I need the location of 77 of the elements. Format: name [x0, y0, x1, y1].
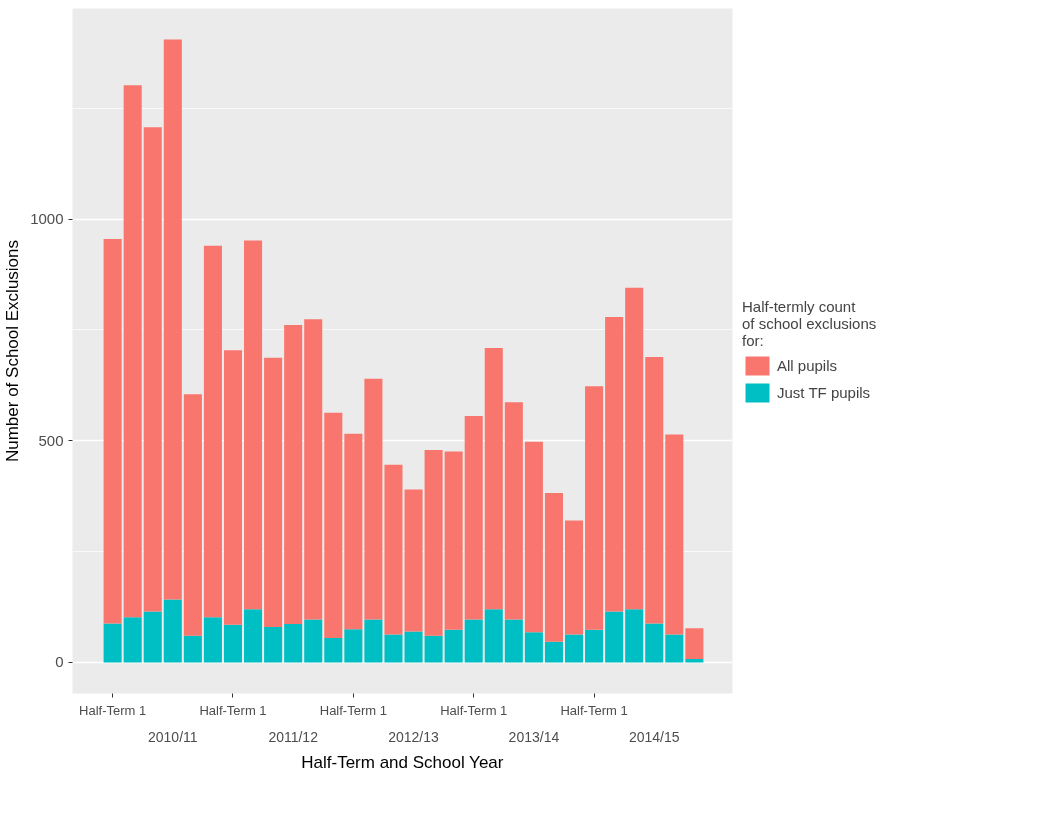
- bar: [544, 493, 563, 642]
- bar: [143, 127, 162, 612]
- bar: [665, 634, 684, 663]
- bar: [464, 619, 483, 663]
- bar: [183, 394, 202, 636]
- bar: [484, 348, 503, 610]
- bar: [404, 631, 423, 663]
- bar: [344, 433, 363, 630]
- bar: [665, 434, 684, 635]
- bar: [524, 632, 543, 663]
- bar: [344, 629, 363, 663]
- text: 2011/12: [268, 728, 319, 745]
- bar: [444, 451, 463, 630]
- bar: [223, 350, 243, 625]
- bar: [223, 624, 243, 663]
- bar: [585, 386, 604, 630]
- bar: [424, 635, 443, 663]
- bar: [203, 245, 222, 618]
- bar: [464, 415, 483, 620]
- bar: [524, 441, 543, 633]
- bar: [163, 39, 182, 600]
- legend-label: Just TF pupils: [777, 383, 871, 401]
- bar: [203, 617, 222, 663]
- text: 2010/11: [148, 728, 198, 745]
- bar: [625, 287, 644, 610]
- bar: [544, 641, 563, 663]
- bar: [103, 239, 122, 624]
- bar: [384, 634, 403, 663]
- bar: [564, 634, 584, 663]
- bar: [103, 623, 122, 663]
- bar: [364, 378, 383, 620]
- bar: [183, 635, 202, 663]
- text: 2014/15: [628, 728, 680, 745]
- bar: [284, 325, 303, 624]
- bar: [645, 623, 664, 663]
- bar: [564, 520, 584, 635]
- x-tick-label: Half-Term 1: [79, 702, 147, 718]
- bar: [625, 609, 644, 663]
- bar: [685, 628, 704, 659]
- x-axis-title: Half-Term and School Year: [301, 752, 504, 772]
- y-tick-label: 0: [55, 653, 64, 671]
- x-tick-label: Half-Term 1: [440, 702, 508, 718]
- bar: [444, 629, 463, 663]
- y-tick-label: 500: [38, 431, 64, 449]
- bar: [585, 629, 604, 663]
- bar: [364, 619, 383, 663]
- bar: [304, 619, 323, 663]
- bar: [645, 356, 664, 624]
- bar: [264, 627, 283, 663]
- bar: [244, 609, 263, 663]
- text: 2013/14: [508, 728, 560, 745]
- bar: [123, 85, 142, 618]
- bar: [605, 611, 624, 663]
- bar: [504, 619, 523, 663]
- x-tick-label: Half-Term 1: [199, 702, 267, 718]
- bar: [384, 464, 403, 635]
- bar: [424, 450, 443, 636]
- bar: [324, 412, 343, 639]
- y-axis-title: Number of School Exclusions: [3, 239, 23, 463]
- bar: [244, 240, 263, 610]
- x-tick-label: Half-Term 1: [319, 702, 387, 718]
- bar: [123, 617, 142, 663]
- bar: [484, 609, 503, 663]
- bar: [143, 611, 162, 663]
- text: 2012/13: [388, 728, 440, 745]
- bar: [163, 599, 182, 663]
- bar: [284, 623, 303, 663]
- legend-title: Half-termly count of school exclusions for:: [742, 297, 877, 348]
- x-tick-label: Half-Term 1: [560, 702, 628, 718]
- bar: [264, 357, 283, 627]
- legend-label: All pupils: [777, 356, 838, 374]
- y-tick-label: 1000: [30, 210, 64, 228]
- bar: [404, 489, 423, 632]
- bar: [304, 319, 323, 620]
- bar: [324, 638, 343, 663]
- bar: [504, 402, 523, 620]
- bar: [605, 317, 624, 612]
